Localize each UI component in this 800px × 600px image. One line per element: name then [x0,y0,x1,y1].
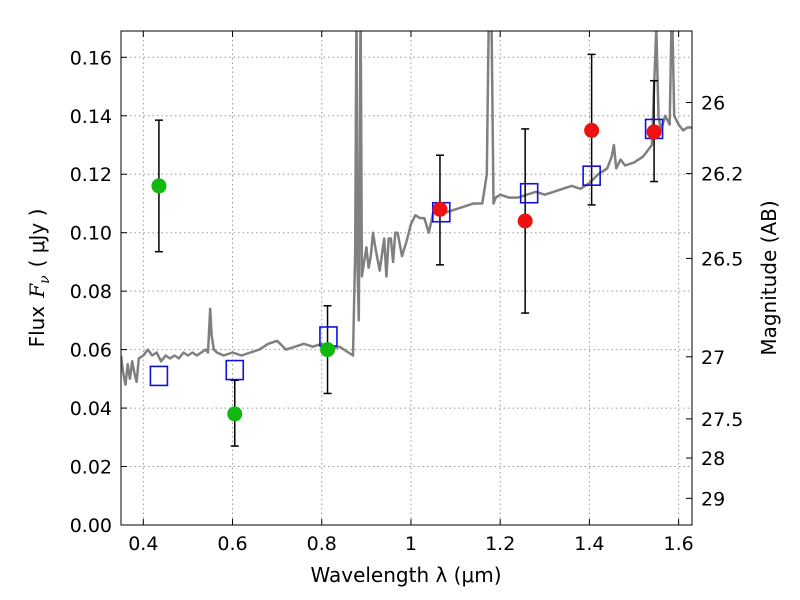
photometry-square [225,359,245,381]
y2-tick-label: 27.5 [701,409,743,431]
x-tick-label: 1 [405,533,417,555]
y2-tick-label: 28 [701,448,725,470]
data-points [149,118,664,422]
model-spectrum-line [121,31,692,386]
y-tick-label: 0.14 [70,106,112,128]
red-data-point [584,122,600,138]
y-tick-labels: 0.00 0.02 0.04 0.06 0.08 0.10 0.12 0.14 0.16 [70,47,112,537]
x-tick-labels: 0.4 0.6 0.8 1 1.2 1.4 1.6 [128,533,694,555]
x-tick-label: 0.4 [128,533,158,555]
error-bars [154,53,659,447]
y2-tick-label: 26.5 [701,248,743,270]
y-tick-label: 0.16 [70,47,112,69]
y-tick-label: 0.10 [70,223,112,245]
y2-tick-label: 29 [701,488,725,510]
photometry-square [149,365,169,387]
green-data-point [227,406,243,422]
plot-frame [120,30,693,526]
y-tick-label: 0.12 [70,164,112,186]
red-data-point [517,213,533,229]
x-tick-label: 0.6 [217,533,247,555]
red-data-point [646,124,662,140]
y-axis-title-symbol: F [25,283,49,299]
y-tick-label: 0.02 [70,457,112,479]
y2-tick-label: 27 [701,347,725,369]
y2-tick-label: 26 [701,92,725,114]
axis-ticks [121,31,692,526]
x-tick-label: 1.2 [485,533,515,555]
grid-lines [121,31,692,525]
y-tick-label: 0.00 [70,515,112,537]
y-tick-label: 0.06 [70,340,112,362]
y-axis-title-subscript: ν [37,275,53,284]
x-tick-label: 0.8 [307,533,337,555]
green-data-point [320,342,336,358]
green-data-point [151,178,167,194]
x-tick-label: 1.4 [574,533,604,555]
y2-axis-title: Magnitude (AB) [757,200,781,355]
y-tick-label: 0.08 [70,281,112,303]
y2-tick-labels: 26 26.2 26.5 27 27.5 28 29 [701,92,743,510]
x-tick-label: 1.6 [664,533,694,555]
y-axis-title: Flux Fν ( μJy ) [25,209,53,348]
y-axis-title-prefix: Flux [25,306,49,348]
x-axis-title: Wavelength λ (μm) [310,563,501,587]
photometry-square [582,165,601,186]
y-tick-label: 0.04 [70,398,112,420]
model-spectrum [121,31,692,386]
photometry-square [519,182,539,204]
y2-tick-label: 26.2 [701,164,743,186]
y-axis-title-unit: ( μJy ) [25,209,49,268]
red-data-point [432,201,448,217]
